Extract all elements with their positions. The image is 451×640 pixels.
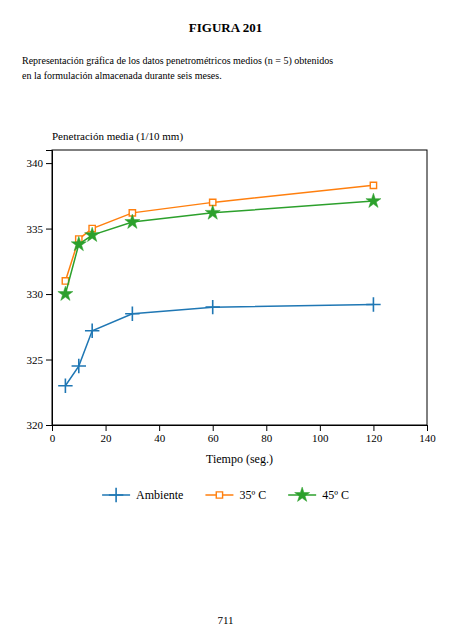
- x-tick-label: 20: [101, 432, 113, 444]
- y-tick-mark: [46, 229, 52, 230]
- x-tick-mark: [159, 425, 160, 431]
- legend-item: 35º C: [205, 488, 266, 502]
- x-tick-mark: [106, 425, 107, 431]
- x-tick-label: 140: [419, 432, 436, 444]
- point: [205, 300, 219, 314]
- x-tick-label: 60: [208, 432, 220, 444]
- plot: 0 20 40 60 80 100 120 140 320 325 330 335 340: [27, 150, 437, 444]
- x-tick-label: 100: [312, 432, 329, 444]
- y-tick-label: 330: [27, 288, 44, 300]
- x-axis-label: Tiempo (seg.): [206, 452, 273, 466]
- legend-label: 45º C: [322, 488, 349, 502]
- point: [85, 227, 100, 241]
- point: [71, 236, 86, 250]
- series-line: [65, 185, 373, 281]
- x-tick: 60: [208, 425, 220, 444]
- legend-label: 35º C: [239, 488, 266, 502]
- x-tick-mark: [213, 425, 214, 431]
- x-axis: 0 20 40 60 80 100 120 140: [50, 425, 437, 444]
- x-tick-mark: [373, 425, 374, 431]
- chart: FIGURA 201 Representación gráfica de los …: [0, 0, 451, 640]
- x-tick-mark: [266, 425, 267, 431]
- y-tick-label: 320: [27, 419, 44, 431]
- x-tick: 0: [50, 425, 56, 444]
- x-tick: 140: [419, 425, 436, 444]
- y-tick: 335: [27, 223, 53, 235]
- y-tick: 340: [27, 157, 53, 169]
- y-tick-mark: [46, 425, 52, 426]
- y-tick: 325: [27, 354, 53, 366]
- y-axis-label: Penetración media (1/10 mm): [52, 130, 183, 143]
- y-tick-mark: [46, 163, 52, 164]
- x-tick: 120: [366, 425, 383, 444]
- legend-symbol: [216, 492, 222, 498]
- point: [366, 193, 381, 207]
- legend-symbol: [109, 488, 123, 502]
- series-line: [65, 201, 373, 294]
- x-axis-line: [53, 426, 428, 432]
- x-tick: 80: [261, 425, 273, 444]
- point: [125, 306, 139, 320]
- point: [125, 214, 140, 228]
- legend: Ambiente 35º C 45º C: [102, 487, 349, 502]
- x-tick-label: 0: [50, 432, 56, 444]
- point: [366, 297, 380, 311]
- x-tick: 40: [154, 425, 166, 444]
- series-line: [65, 305, 373, 386]
- legend-label: Ambiente: [136, 488, 183, 502]
- y-axis-line: [46, 151, 53, 426]
- y-tick-label: 325: [27, 354, 44, 366]
- legend-item: Ambiente: [102, 488, 183, 502]
- title: FIGURA 201: [189, 20, 262, 35]
- subtitle: Representación gráfica de los datos pene…: [22, 55, 333, 67]
- point: [58, 286, 73, 300]
- x-tick-mark: [320, 425, 321, 431]
- x-tick: 20: [101, 425, 113, 444]
- x-tick: 100: [312, 425, 329, 444]
- y-tick-label: 340: [27, 157, 44, 169]
- x-tick-label: 120: [366, 432, 383, 444]
- plot-frame: [52, 150, 427, 425]
- annotation: 711: [217, 614, 233, 626]
- y-tick-label: 335: [27, 223, 44, 235]
- x-tick-mark: [427, 425, 428, 431]
- y-tick: 330: [27, 288, 53, 300]
- marks: [58, 182, 381, 393]
- point: [85, 323, 99, 337]
- x-tick-label: 40: [154, 432, 166, 444]
- y-tick-mark: [46, 294, 52, 295]
- y-tick: 320: [27, 419, 53, 431]
- point: [205, 205, 220, 219]
- legend-item: 45º C: [288, 487, 349, 502]
- y-axis: 320 325 330 335 340: [27, 151, 53, 432]
- y-tick-mark: [46, 360, 52, 361]
- point: [58, 378, 72, 392]
- legend-symbol: [295, 487, 310, 501]
- subtitle: en la formulación almacenada durante sei…: [22, 70, 222, 81]
- point: [72, 359, 86, 373]
- point: [370, 182, 376, 188]
- x-tick-label: 80: [261, 432, 273, 444]
